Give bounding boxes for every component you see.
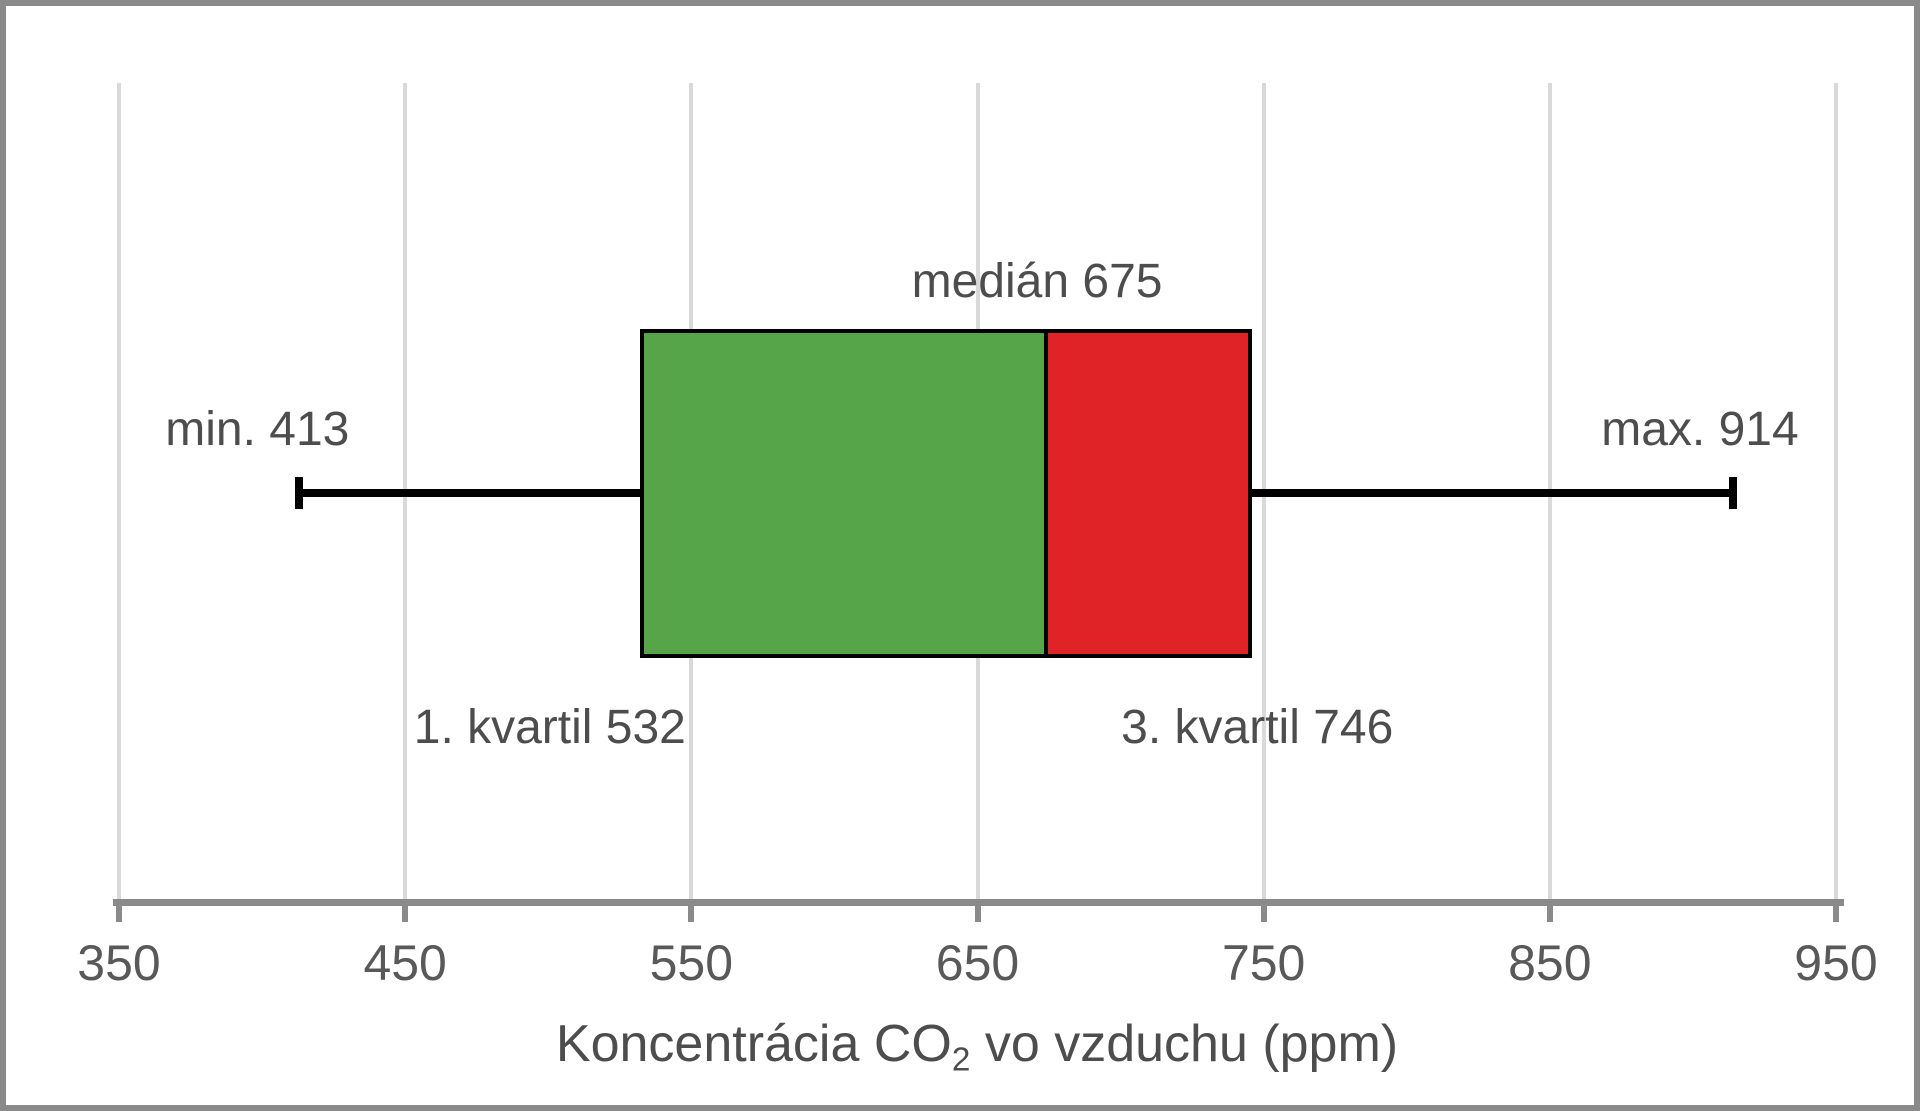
x-axis-tick xyxy=(974,899,981,922)
x-axis-title-suffix: vo vzduchu (ppm) xyxy=(984,1015,1399,1073)
gridline xyxy=(117,83,121,899)
box-upper-quartile-segment xyxy=(1047,333,1249,654)
x-tick-label: 850 xyxy=(1508,935,1592,991)
x-axis-tick xyxy=(402,899,409,922)
box-lower-quartile-segment xyxy=(643,333,1048,654)
x-tick-label: 950 xyxy=(1794,935,1878,991)
upper-whisker-line xyxy=(1252,489,1733,497)
x-axis-title-text: Koncentrácia CO xyxy=(555,1015,952,1073)
x-axis-tick xyxy=(1546,899,1553,922)
x-tick-label: 750 xyxy=(1221,935,1306,991)
x-axis-tick xyxy=(688,899,695,922)
median-label: medián 675 xyxy=(911,255,1163,308)
max-whisker-cap xyxy=(1728,477,1737,509)
third-quartile-label: 3. kvartil 746 xyxy=(1121,701,1394,754)
x-axis-title: Koncentrácia CO2 vo vzduchu (ppm) xyxy=(556,1014,1398,1079)
gridline xyxy=(1834,83,1838,899)
x-axis-tick xyxy=(116,899,122,922)
lower-whisker-line xyxy=(299,489,640,497)
x-tick-label: 650 xyxy=(935,935,1020,991)
first-quartile-label: 1. kvartil 532 xyxy=(413,701,686,754)
x-tick-label: 550 xyxy=(649,935,734,991)
x-axis-title-subscript: 2 xyxy=(951,1041,971,1079)
x-tick-label: 450 xyxy=(363,935,447,991)
x-axis-tick xyxy=(1833,899,1839,922)
box xyxy=(639,329,1253,658)
min-whisker-cap xyxy=(295,477,304,509)
x-axis-tick xyxy=(1260,899,1267,922)
x-tick-label: 350 xyxy=(77,935,161,991)
min-label: min. 413 xyxy=(165,403,350,456)
max-label: max. 914 xyxy=(1601,403,1799,456)
plot-area: medián 675 min. 413 max. 914 1. kvartil … xyxy=(6,6,1914,1105)
